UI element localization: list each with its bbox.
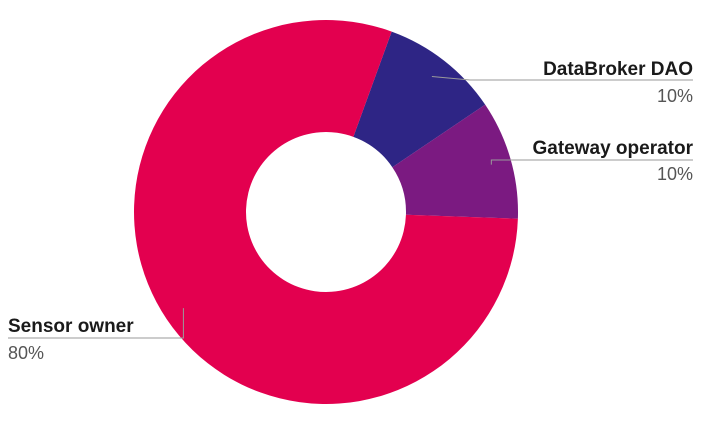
slice-gateway-operator [392,104,519,219]
slice-sensor-owner [134,19,518,405]
leader-line-gateway-operator [490,159,693,165]
leader-lines [8,75,693,339]
label-databroker-dao: DataBroker DAO [543,59,693,80]
leader-line-databroker-dao [431,75,693,81]
value-sensor-owner: 80% [8,343,44,363]
value-databroker-dao: 10% [657,86,693,106]
slice-databroker-dao [353,31,486,168]
value-gateway-operator: 10% [657,164,693,184]
chart-slices [134,19,519,405]
label-sensor-owner: Sensor owner [8,316,134,337]
label-gateway-operator: Gateway operator [533,138,694,159]
leader-line-sensor-owner [8,308,184,339]
